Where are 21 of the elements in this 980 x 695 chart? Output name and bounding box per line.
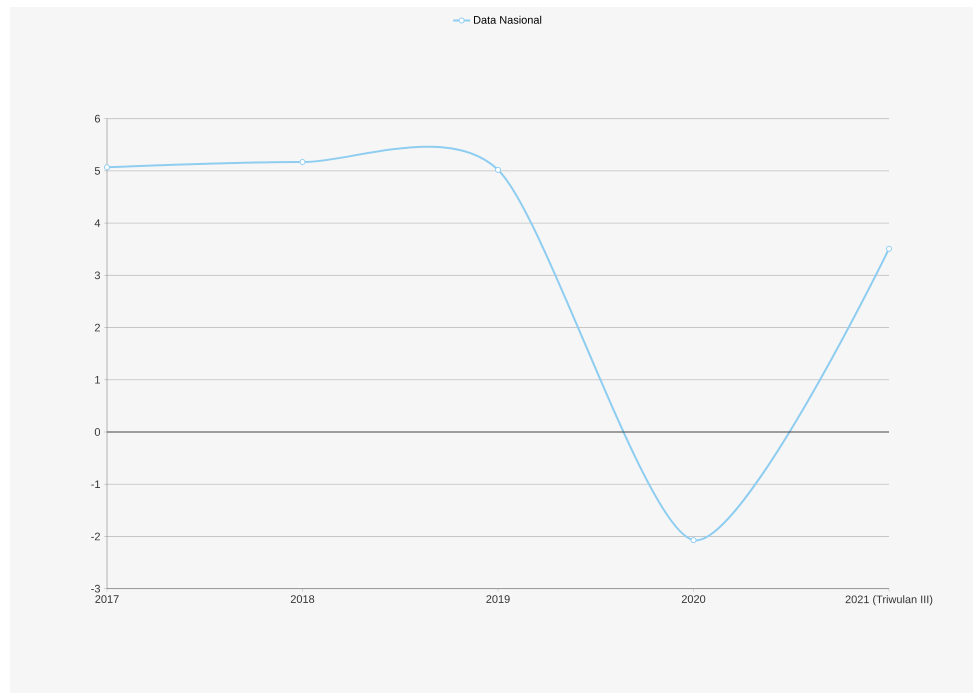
legend-label: Data Nasional bbox=[474, 16, 542, 24]
point bbox=[300, 159, 306, 166]
point bbox=[104, 164, 110, 170]
y-tick-label: -3 bbox=[91, 584, 100, 593]
y-tick-label: 2 bbox=[94, 324, 100, 332]
x-tick-label: 2017 bbox=[95, 595, 119, 603]
y-tick-label: 3 bbox=[94, 271, 100, 280]
y-tick-label: 1 bbox=[95, 376, 100, 384]
y-tick-label: -2 bbox=[91, 532, 100, 540]
y-tick-label: -1 bbox=[91, 480, 100, 488]
x-tick-label: 2018 bbox=[290, 595, 314, 603]
point bbox=[690, 537, 697, 544]
x-tick-label: 2019 bbox=[486, 595, 510, 603]
y-tick-label: 0 bbox=[94, 428, 100, 436]
point bbox=[495, 166, 502, 173]
point bbox=[886, 246, 892, 252]
y-tick-label: 4 bbox=[94, 219, 100, 227]
x-tick-label: 2020 bbox=[682, 595, 706, 603]
y-tick-label: 5 bbox=[94, 167, 100, 175]
y-tick-label: 6 bbox=[94, 114, 100, 123]
x-tick-label: 2021 (Triwulan III) bbox=[846, 595, 932, 606]
